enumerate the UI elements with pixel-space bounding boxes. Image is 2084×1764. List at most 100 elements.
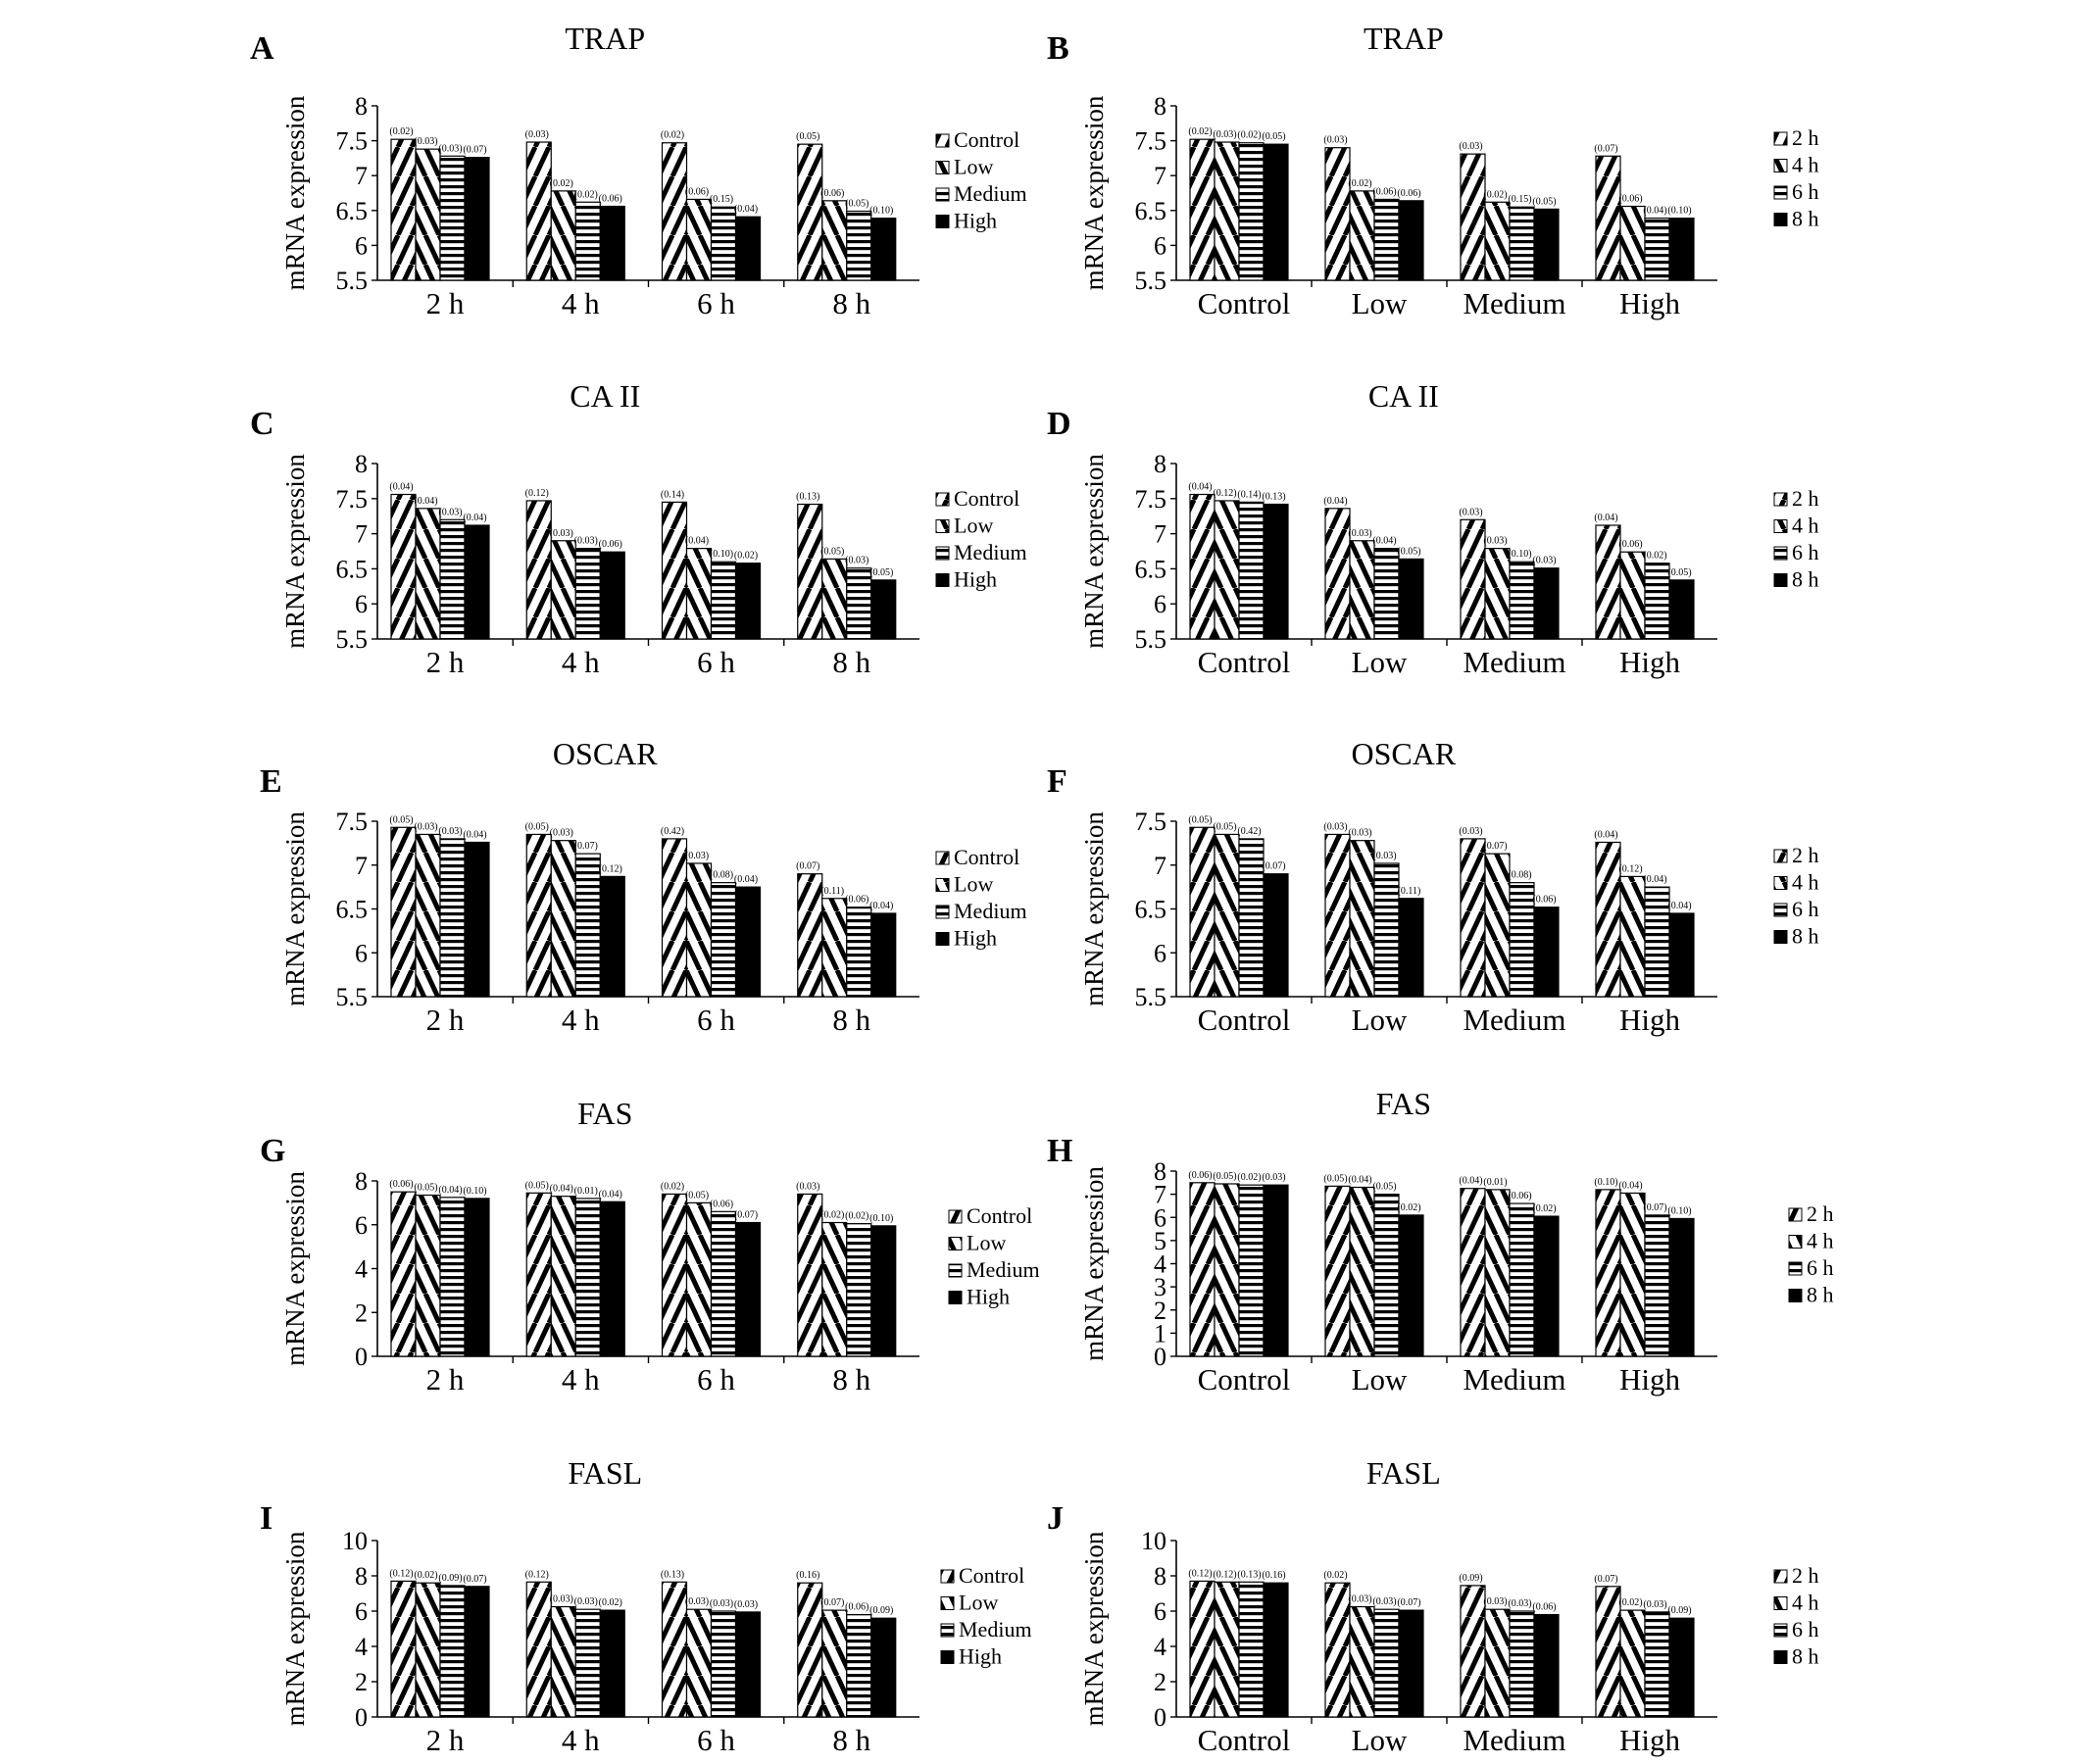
bar [710,1610,737,1718]
bar [1214,1183,1240,1357]
bar [1349,190,1375,281]
chart-title: OSCAR [553,736,658,771]
bar [1644,563,1670,640]
data-label: (0.05) [1213,821,1236,832]
x-tick-label: 6 h [697,1723,735,1757]
data-label: (0.02) [1532,1203,1556,1214]
y-tick-label: 6 [355,231,368,260]
x-tick-label: 4 h [562,1362,600,1396]
x-tick-label: Low [1352,1003,1408,1037]
data-label: (0.03) [438,143,462,154]
x-tick-label: 8 h [832,645,870,679]
x-tick-label: Control [1198,645,1291,679]
y-tick-label: 2 [1154,1297,1166,1325]
legend-swatch [935,215,950,228]
y-tick-label: 2 [355,1668,368,1696]
data-label: (0.03) [1323,135,1347,146]
bar [574,201,601,281]
bar [710,206,737,281]
data-label: (0.06) [845,895,868,906]
data-label: (0.02) [1618,1597,1642,1608]
legend-swatch [935,905,950,919]
panel-letter: D [1047,406,1071,442]
data-label: (0.08) [1508,870,1531,881]
legend-label: High [959,1644,1002,1669]
bar [821,1221,848,1357]
legend: 2 h 4 h6 h 8 h [1773,486,1819,592]
data-label: (0.05) [869,567,893,578]
bar [1533,208,1560,281]
data-label: (0.06) [1372,186,1396,197]
x-tick-label: 8 h [832,1003,870,1037]
data-label: (0.13) [1262,492,1285,503]
data-label: (0.06) [710,1199,733,1209]
legend-label: Control [954,845,1019,869]
bar [574,1198,601,1357]
bar [1533,1215,1560,1357]
legend-swatch [1773,546,1788,561]
legend-label: 4 h [1792,514,1819,538]
data-label: (0.02) [574,189,598,200]
data-label: (0.05) [1262,131,1285,142]
bar [464,157,490,281]
bar [1595,1586,1621,1718]
legend-swatch [940,1596,955,1610]
bar [599,1609,625,1718]
y-axis-label: mRNA expression [1079,1531,1109,1726]
bar [1373,1608,1400,1718]
bar [846,1223,872,1357]
legend-label: 6 h [1792,1617,1819,1642]
y-tick-label: 6 [355,1211,368,1240]
data-label: (0.10) [463,1186,486,1197]
bar [550,190,576,281]
data-label: (0.02) [845,1211,868,1222]
legend-swatch [935,878,950,892]
x-tick-label: 2 h [426,1723,465,1757]
bar [1398,1609,1424,1718]
x-tick-label: High [1619,645,1681,679]
y-tick-label: 5.5 [336,983,369,1011]
bar [525,833,552,998]
legend-swatch [948,1291,963,1304]
legend-swatch [1773,213,1788,226]
data-label: (0.05) [1397,546,1420,557]
data-label: (0.05) [1372,1182,1396,1193]
legend-swatch [1773,573,1788,587]
legend-swatch [1773,185,1788,200]
bar [870,1617,897,1718]
data-label: (0.09) [869,1605,893,1616]
data-label: (0.03) [1508,1598,1531,1609]
legend-label: 6 h [1792,540,1819,564]
bar [415,1582,441,1718]
bar [1324,833,1351,998]
data-label: (0.04) [685,536,709,547]
x-tick-label: Medium [1463,645,1565,679]
x-tick-label: 4 h [562,1003,600,1037]
data-label: (0.03) [1262,1172,1285,1183]
y-tick-label: 0 [1154,1343,1166,1371]
bar [685,1608,713,1718]
data-label: (0.13) [796,492,819,503]
data-label: (0.02) [1237,1172,1261,1183]
bar [464,1198,490,1357]
data-label: (0.07) [1262,861,1285,872]
bar [390,138,417,281]
bar [415,1194,441,1357]
chart-title: FAS [1376,1086,1431,1121]
data-label: (0.04) [550,1184,573,1195]
legend-swatch [1773,1569,1788,1584]
bar [1509,882,1535,998]
y-tick-label: 0 [355,1343,368,1371]
bar [661,1193,688,1357]
bar [1595,155,1621,281]
data-label: (0.09) [1667,1605,1691,1616]
data-label: (0.10) [1667,206,1691,217]
bar [1349,1605,1375,1718]
x-tick-label: Low [1352,1723,1408,1757]
bar [1373,862,1400,998]
panel-letter: F [1047,763,1067,800]
data-label: (0.03) [1372,1596,1396,1607]
y-tick-label: 6 [1154,1203,1166,1232]
